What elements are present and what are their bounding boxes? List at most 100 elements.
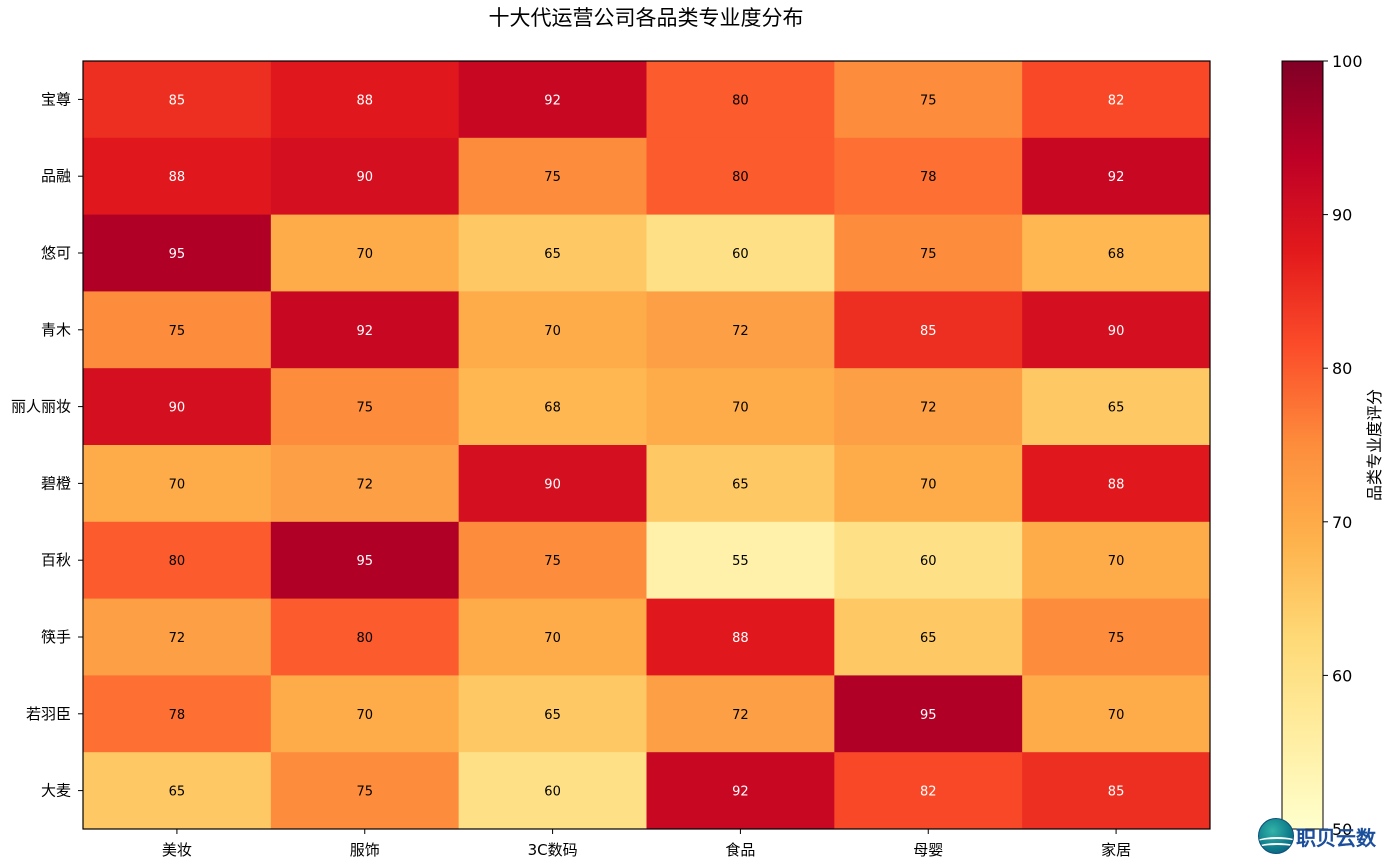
heatmap-cell (1022, 214, 1211, 292)
cell-value-label: 90 (1108, 324, 1125, 339)
heatmap-cell (834, 368, 1023, 446)
heatmap-cell (646, 368, 835, 446)
heatmap-cell (270, 675, 460, 753)
y-tick-label: 丽人丽妆 (11, 398, 71, 416)
cell-value-label: 88 (356, 93, 373, 108)
x-tick-label: 母婴 (913, 841, 943, 859)
heatmap-cell (1022, 752, 1211, 830)
heatmap-cell (834, 214, 1023, 292)
cell-value-label: 80 (356, 631, 373, 646)
heatmap-cell (270, 598, 460, 676)
cell-value-label: 85 (1108, 785, 1125, 800)
cell-value-label: 72 (920, 401, 937, 416)
heatmap-cell (270, 61, 460, 139)
cell-value-label: 65 (732, 477, 749, 492)
heatmap-cell (1022, 675, 1211, 753)
cell-value-label: 75 (544, 170, 561, 185)
cell-value-label: 72 (732, 324, 749, 339)
x-tick-label: 美妆 (162, 841, 192, 859)
heatmap-cells: 85 88 92 80 75 82 88 90 75 80 78 92 95 70 65 60 75 68 75 92… (83, 61, 1211, 830)
cell-value-label: 80 (732, 170, 749, 185)
heatmap-cell (646, 521, 835, 600)
cell-value-label: 70 (1108, 708, 1125, 723)
heatmap-cell (834, 137, 1023, 216)
heatmap-cell (834, 61, 1023, 139)
cell-value-label: 92 (732, 785, 749, 800)
cell-value-label: 88 (1108, 477, 1125, 492)
cell-value-label: 68 (1108, 247, 1125, 262)
watermark: 职贝云数 (1258, 816, 1388, 856)
heatmap-cell (834, 291, 1023, 369)
heatmap-cell (270, 521, 460, 600)
cell-value-label: 75 (169, 324, 186, 339)
y-tick-label: 百秋 (41, 551, 71, 569)
heatmap-cell (1022, 291, 1211, 369)
heatmap-cell (646, 675, 835, 753)
heatmap-cell (83, 598, 272, 676)
y-tick-label: 碧橙 (41, 474, 71, 492)
heatmap-cell (458, 598, 647, 676)
heatmap-cell (834, 445, 1023, 523)
x-axis: 美妆 服饰 3C数码 食品 母婴 家居 (162, 829, 1131, 859)
cell-value-label: 65 (1108, 401, 1125, 416)
heatmap-cell (1022, 445, 1211, 523)
y-tick-label: 筷手 (41, 628, 71, 646)
cell-value-label: 72 (732, 708, 749, 723)
cell-value-label: 70 (1108, 554, 1125, 569)
colorbar-tick-label: 90 (1332, 206, 1352, 225)
cell-value-label: 65 (544, 247, 561, 262)
heatmap-cell (83, 752, 272, 830)
heatmap-cell (270, 368, 460, 446)
heatmap-cell (646, 61, 835, 139)
cell-value-label: 78 (169, 708, 186, 723)
cell-value-label: 88 (732, 631, 749, 646)
cell-value-label: 75 (356, 401, 373, 416)
heatmap-cell (83, 521, 272, 600)
heatmap-cell (458, 445, 647, 523)
cell-value-label: 65 (920, 631, 937, 646)
cell-value-label: 75 (1108, 631, 1125, 646)
cell-value-label: 70 (356, 708, 373, 723)
y-tick-label: 大麦 (41, 782, 71, 800)
globe-logo-icon (1258, 818, 1294, 854)
cell-value-label: 82 (1108, 93, 1125, 108)
cell-value-label: 70 (920, 477, 937, 492)
cell-value-label: 68 (544, 401, 561, 416)
heatmap-cell (458, 137, 647, 216)
heatmap-cell (83, 291, 272, 369)
heatmap-cell (458, 521, 647, 600)
heatmap-cell (646, 598, 835, 676)
cell-value-label: 80 (732, 93, 749, 108)
cell-value-label: 70 (169, 477, 186, 492)
x-tick-label: 食品 (725, 841, 755, 859)
colorbar-axis: 50 60 70 80 90 100 (1323, 52, 1363, 839)
heatmap-cell (646, 291, 835, 369)
heatmap-cell (834, 598, 1023, 676)
heatmap-cell (270, 291, 460, 369)
cell-value-label: 90 (544, 477, 561, 492)
heatmap-cell (458, 752, 647, 830)
heatmap-cell (270, 137, 460, 216)
heatmap-cell (1022, 137, 1211, 216)
heatmap-cell (458, 291, 647, 369)
cell-value-label: 60 (732, 247, 749, 262)
colorbar-tick-label: 80 (1332, 359, 1352, 378)
cell-value-label: 78 (920, 170, 937, 185)
heatmap-cell (270, 214, 460, 292)
cell-value-label: 65 (544, 708, 561, 723)
cell-value-label: 90 (169, 401, 186, 416)
heatmap-cell (1022, 598, 1211, 676)
cell-value-label: 92 (356, 324, 373, 339)
cell-value-label: 88 (169, 170, 186, 185)
cell-value-label: 80 (169, 554, 186, 569)
y-tick-label: 若羽臣 (26, 705, 71, 723)
cell-value-label: 72 (356, 477, 373, 492)
cell-value-label: 75 (356, 785, 373, 800)
cell-value-label: 70 (732, 401, 749, 416)
heatmap-cell (1022, 61, 1211, 139)
heatmap-cell (646, 752, 835, 830)
cell-value-label: 95 (169, 247, 186, 262)
heatmap-cell (834, 521, 1023, 600)
